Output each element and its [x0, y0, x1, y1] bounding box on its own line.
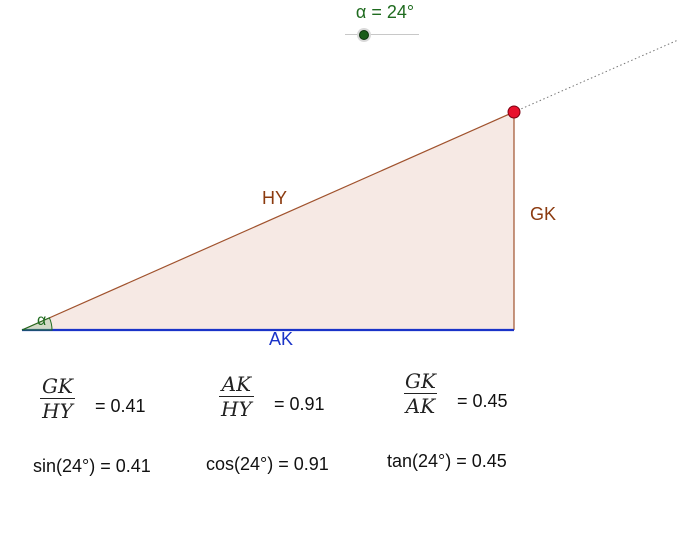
ratio-denominator: AK	[403, 393, 438, 418]
ratio-cosine-fraction: AK HY	[219, 374, 254, 419]
ratio-sine-fraction: GK HY	[40, 376, 75, 421]
sin-result: sin(24°) = 0.41	[33, 456, 151, 476]
cos-result: cos(24°) = 0.91	[206, 454, 329, 474]
ratio-tangent-value: = 0.45	[457, 391, 508, 411]
ratio-denominator: HY	[40, 398, 75, 423]
ratio-tangent-fraction: GK AK	[403, 371, 438, 416]
angle-slider-label: α = 24°	[355, 2, 415, 22]
adjacent-label: AK	[269, 329, 294, 349]
tan-result: tan(24°) = 0.45	[387, 451, 507, 471]
ratio-cosine-value: = 0.91	[274, 394, 325, 414]
ratio-sine-value: = 0.41	[95, 396, 146, 416]
angle-arc	[21, 317, 53, 331]
ratio-numerator: AK	[221, 372, 252, 396]
hypotenuse-label: HY	[262, 188, 288, 208]
angle-slider-track[interactable]	[345, 34, 419, 35]
ratio-numerator: GK	[405, 369, 436, 393]
ratio-denominator: HY	[219, 396, 254, 421]
angle-label: α	[37, 312, 47, 329]
ratio-numerator: GK	[42, 374, 73, 398]
hypotenuse-line	[21, 111, 515, 331]
vertex-point[interactable]	[507, 105, 521, 119]
angle-slider-knob[interactable]	[359, 30, 369, 40]
ray-extension	[513, 39, 678, 113]
opposite-label: GK	[530, 204, 557, 224]
